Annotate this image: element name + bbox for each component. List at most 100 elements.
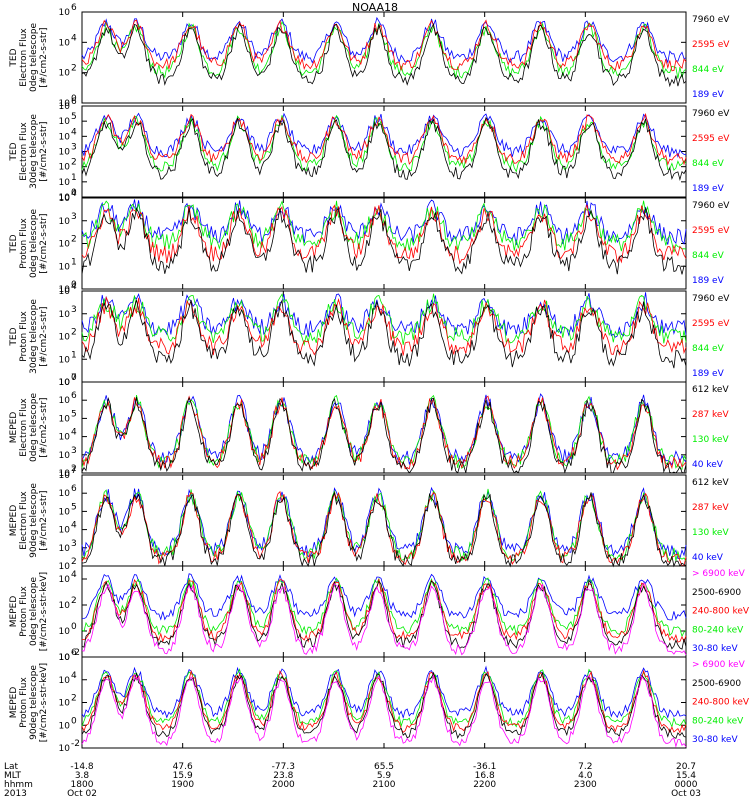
y-tick-label: 10 bbox=[59, 433, 71, 443]
x-mlt-value: 15.4 bbox=[676, 771, 696, 781]
y-tick-exponent: -2 bbox=[71, 648, 80, 658]
legend-entry: 844 eV bbox=[692, 251, 725, 261]
series-line bbox=[81, 573, 687, 621]
y-tick-exponent: 0 bbox=[71, 622, 77, 632]
legend-entry: 30-80 keV bbox=[692, 644, 738, 654]
y-tick-exponent: 4 bbox=[71, 671, 77, 681]
legend-entry: 844 eV bbox=[692, 159, 725, 169]
series-line bbox=[81, 673, 687, 748]
legend-entry: 2500-6900 bbox=[692, 588, 741, 598]
series-line bbox=[81, 395, 687, 471]
y-axis-label: [#/cm2-s-str] bbox=[39, 213, 49, 273]
x-mlt-value: 5.9 bbox=[377, 771, 392, 781]
legend-entry: 2500-6900 bbox=[692, 679, 741, 689]
x-mlt-value: 3.8 bbox=[75, 771, 90, 781]
y-tick-exponent: 4 bbox=[71, 127, 77, 137]
y-axis-label: Proton Flux bbox=[19, 586, 29, 637]
series-line bbox=[81, 204, 687, 265]
y-tick-exponent: 2 bbox=[71, 235, 77, 245]
legend-entry: 287 keV bbox=[692, 503, 729, 513]
y-tick-exponent: 0 bbox=[71, 94, 77, 104]
y-tick-label: 10 bbox=[59, 69, 71, 79]
y-tick-exponent: 2 bbox=[71, 64, 77, 74]
y-tick-label: 10 bbox=[59, 414, 71, 424]
x-axis-row-label: MLT bbox=[4, 771, 22, 781]
legend-entry: 80-240 keV bbox=[692, 625, 744, 635]
y-axis-label: [#/cm2-s-str] bbox=[39, 306, 49, 366]
y-axis-label: MEPED bbox=[9, 412, 19, 444]
y-axis-label: TED bbox=[9, 234, 19, 253]
y-axis-label: Proton Flux bbox=[19, 218, 29, 269]
y-tick-label: 10 bbox=[59, 699, 71, 709]
y-tick-exponent: 5 bbox=[71, 502, 77, 512]
y-tick-exponent: 0 bbox=[71, 716, 77, 726]
y-tick-label: 10 bbox=[59, 99, 71, 109]
y-tick-exponent: 6 bbox=[71, 391, 77, 401]
y-axis-label: [#/cm2-s-str-keV] bbox=[39, 663, 49, 742]
y-tick-exponent: 0 bbox=[71, 280, 77, 290]
y-tick-label: 10 bbox=[59, 676, 71, 686]
x-date-value: Oct 03 bbox=[671, 789, 701, 799]
y-tick-exponent: 4 bbox=[71, 428, 77, 438]
series-line bbox=[81, 393, 687, 466]
x-axis-row-label: 2013 bbox=[4, 789, 27, 799]
y-tick-label: 10 bbox=[59, 8, 71, 18]
y-tick-label: 10 bbox=[59, 507, 71, 517]
y-tick-label: 10 bbox=[59, 562, 71, 572]
legend-entry: 844 eV bbox=[692, 65, 725, 75]
legend-entry: 612 keV bbox=[692, 478, 729, 488]
y-tick-exponent: 4 bbox=[71, 282, 77, 292]
series-line bbox=[81, 298, 687, 369]
legend-entry: 844 eV bbox=[692, 344, 725, 354]
y-tick-exponent: 6 bbox=[71, 3, 77, 13]
legend-entry: 40 keV bbox=[692, 553, 724, 563]
y-tick-label: 10 bbox=[59, 148, 71, 158]
x-lat-value: 47.6 bbox=[173, 762, 193, 772]
y-axis-label: Electron Flux bbox=[19, 122, 29, 181]
y-axis-label: MEPED bbox=[9, 596, 19, 628]
legend-entry: > 6900 keV bbox=[692, 660, 746, 670]
y-axis-label: 30deg telescope bbox=[29, 114, 39, 189]
x-hhmm-value: 2000 bbox=[272, 780, 295, 790]
y-axis-label: Electron Flux bbox=[19, 398, 29, 457]
legend-entry: 2595 eV bbox=[692, 134, 730, 144]
legend-entry: 80-240 keV bbox=[692, 716, 744, 726]
y-axis-label: [#/cm2-s-str] bbox=[39, 490, 49, 550]
y-axis-label: Electron Flux bbox=[19, 28, 29, 87]
y-tick-label: 10 bbox=[59, 653, 71, 663]
y-tick-exponent: 7 bbox=[71, 466, 77, 476]
legend-entry: 30-80 keV bbox=[692, 735, 738, 745]
y-axis-label: 0deg telescope bbox=[29, 209, 39, 279]
x-hhmm-value: 1900 bbox=[171, 780, 194, 790]
legend-entry: 2595 eV bbox=[692, 319, 730, 329]
y-tick-label: 10 bbox=[59, 744, 71, 754]
y-tick-label: 10 bbox=[59, 132, 71, 142]
y-tick-label: 10 bbox=[59, 310, 71, 320]
y-tick-exponent: 0 bbox=[71, 188, 77, 198]
y-tick-label: 10 bbox=[59, 378, 71, 388]
y-tick-exponent: 4 bbox=[71, 521, 77, 531]
y-tick-exponent: 2 bbox=[71, 158, 77, 168]
y-tick-exponent: 0 bbox=[71, 373, 77, 383]
y-tick-exponent: 6 bbox=[71, 97, 77, 107]
y-tick-label: 10 bbox=[59, 451, 71, 461]
y-axis-label: Proton Flux bbox=[19, 677, 29, 728]
x-lat-value: 65.5 bbox=[374, 762, 394, 772]
series-line bbox=[81, 486, 687, 560]
series-line bbox=[81, 207, 687, 275]
series-line bbox=[81, 665, 687, 720]
legend-entry: 189 eV bbox=[692, 276, 725, 286]
y-tick-label: 10 bbox=[59, 178, 71, 188]
x-lat-value: -36.1 bbox=[473, 762, 496, 772]
y-axis-label: TED bbox=[9, 48, 19, 67]
y-tick-exponent: 6 bbox=[71, 484, 77, 494]
x-hhmm-value: 2300 bbox=[574, 780, 597, 790]
y-tick-exponent: 2 bbox=[71, 557, 77, 567]
x-mlt-value: 23.8 bbox=[273, 771, 293, 781]
x-mlt-value: 15.9 bbox=[173, 771, 193, 781]
y-tick-exponent: 1 bbox=[71, 350, 77, 360]
series-line bbox=[81, 396, 687, 474]
y-axis-label: [#/cm2-s-str] bbox=[39, 397, 49, 457]
